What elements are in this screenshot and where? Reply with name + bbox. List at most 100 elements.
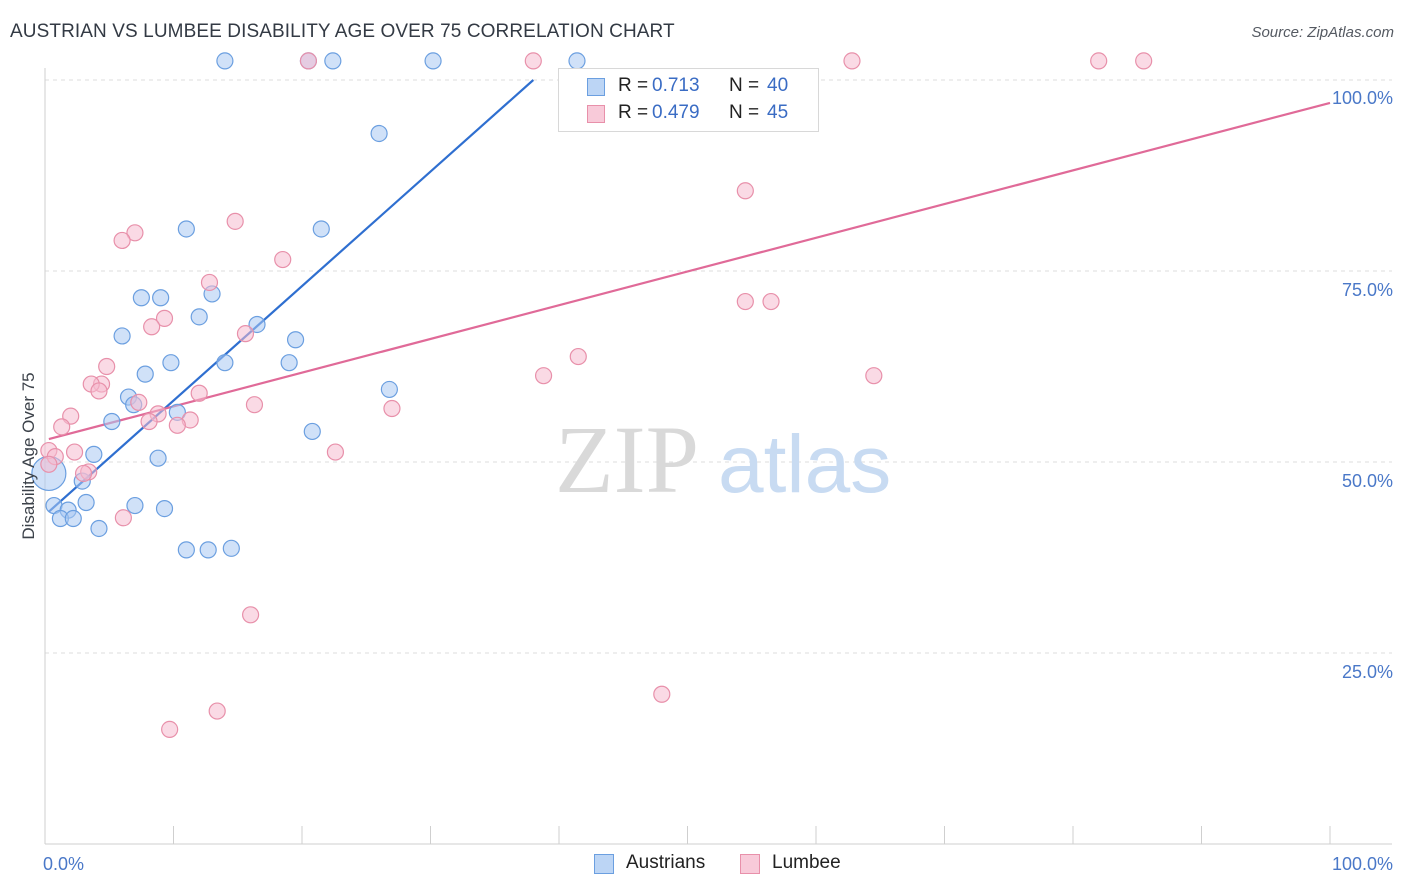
lumbee-point xyxy=(126,224,144,242)
data-points xyxy=(31,52,1153,739)
lumbee-point xyxy=(534,367,553,385)
austrians-legend-swatch xyxy=(594,854,614,874)
lumbee-point xyxy=(299,52,318,70)
austrians-point xyxy=(177,541,195,559)
y-axis-label: Disability Age Over 75 xyxy=(19,372,38,539)
lumbee-point xyxy=(843,52,861,70)
lumbee-point xyxy=(40,455,58,473)
lumbee-point xyxy=(200,273,219,292)
lumbee-point xyxy=(161,720,179,739)
y-tick-label: 75.0% xyxy=(1342,280,1393,300)
lumbee-point xyxy=(736,182,754,200)
lumbee-point xyxy=(130,393,148,412)
n-label: N = xyxy=(729,102,760,123)
austrians-point xyxy=(222,539,240,557)
lumbee-point xyxy=(383,399,401,418)
lumbee-legend-label: Lumbee xyxy=(772,852,841,873)
lumbee-point xyxy=(1090,52,1108,70)
lumbee-point xyxy=(53,418,71,436)
austrians-trend-line xyxy=(48,79,535,513)
austrians-point xyxy=(149,449,167,467)
lumbee-trend-line xyxy=(48,101,1331,441)
austrians-point xyxy=(177,220,195,238)
r-value: 0.713 xyxy=(652,75,700,96)
austrians-point xyxy=(126,496,144,515)
lumbee-point xyxy=(168,416,186,434)
austrians-point xyxy=(190,308,208,326)
correlation-legend: R = 0.713 N = 40 R = 0.479 N = 45 xyxy=(558,68,819,132)
x-tick-label-min: 0.0% xyxy=(43,854,84,874)
austrians-point xyxy=(77,493,95,512)
watermark-atlas: atlas xyxy=(718,419,891,510)
lumbee-point xyxy=(208,702,226,720)
grid-lines xyxy=(45,79,1392,654)
n-label: N = xyxy=(729,75,760,96)
r-label: R = xyxy=(618,75,649,96)
austrians-point xyxy=(280,354,298,372)
austrians-swatch xyxy=(587,78,605,96)
lumbee-point xyxy=(98,357,116,376)
lumbee-point xyxy=(326,443,345,461)
austrians-legend-label: Austrians xyxy=(626,852,706,873)
trend-lines xyxy=(48,79,1331,513)
lumbee-point xyxy=(114,509,132,527)
austrians-point xyxy=(64,509,82,528)
source-label: Source: ZipAtlas.com xyxy=(1251,24,1394,41)
lumbee-point xyxy=(762,292,780,311)
lumbee-point xyxy=(65,443,84,461)
austrians-point xyxy=(162,354,180,372)
watermark-zip: ZIP xyxy=(555,406,699,513)
lumbee-point xyxy=(90,382,108,400)
lumbee-point xyxy=(242,606,260,624)
n-value: 45 xyxy=(767,102,789,123)
lumbee-point xyxy=(140,412,158,431)
lumbee-point xyxy=(736,292,754,311)
austrians-point xyxy=(90,519,108,538)
series-austrians xyxy=(31,52,586,559)
lumbee-point xyxy=(653,685,671,703)
y-tick-label: 100.0% xyxy=(1332,88,1393,108)
austrians-point xyxy=(370,124,388,143)
austrians-point xyxy=(152,289,170,307)
austrians-point xyxy=(303,422,321,441)
austrians-point xyxy=(216,354,234,372)
n-value: 40 xyxy=(767,75,789,96)
lumbee-swatch xyxy=(587,105,605,123)
series-lumbee xyxy=(40,52,1153,739)
austrians-point xyxy=(424,52,442,70)
x-tick-label-max: 100.0% xyxy=(1332,854,1393,874)
austrians-point xyxy=(286,331,305,349)
lumbee-point xyxy=(569,347,587,366)
lumbee-point xyxy=(1135,52,1153,70)
y-tick-label: 25.0% xyxy=(1342,662,1393,682)
lumbee-point xyxy=(274,250,292,269)
lumbee-point xyxy=(190,384,208,402)
lumbee-point xyxy=(226,212,244,230)
austrians-point xyxy=(155,500,174,518)
austrians-point xyxy=(248,315,266,334)
austrians-point xyxy=(216,52,234,70)
lumbee-point xyxy=(155,309,174,327)
lumbee-point xyxy=(143,318,161,336)
lumbee-point xyxy=(236,325,255,343)
austrians-point xyxy=(380,380,398,399)
lumbee-point xyxy=(524,52,542,70)
austrians-point xyxy=(85,445,103,463)
r-label: R = xyxy=(618,102,649,123)
austrians-point xyxy=(103,412,121,431)
lumbee-point xyxy=(113,231,131,250)
austrians-point xyxy=(324,52,342,70)
y-tick-label: 50.0% xyxy=(1342,471,1393,491)
austrians-point xyxy=(568,52,586,70)
lumbee-point xyxy=(245,396,264,414)
tick-labels: 25.0% 50.0% 75.0% 100.0% 0.0% 100.0% xyxy=(43,88,1393,874)
austrians-point xyxy=(312,220,330,238)
watermark: ZIP atlas xyxy=(555,406,891,513)
lumbee-point xyxy=(74,464,93,483)
lumbee-legend-swatch xyxy=(740,854,760,874)
r-value: 0.479 xyxy=(652,102,700,123)
austrians-point xyxy=(113,327,131,345)
lumbee-point xyxy=(865,367,883,385)
chart-title: AUSTRIAN VS LUMBEE DISABILITY AGE OVER 7… xyxy=(10,21,675,42)
